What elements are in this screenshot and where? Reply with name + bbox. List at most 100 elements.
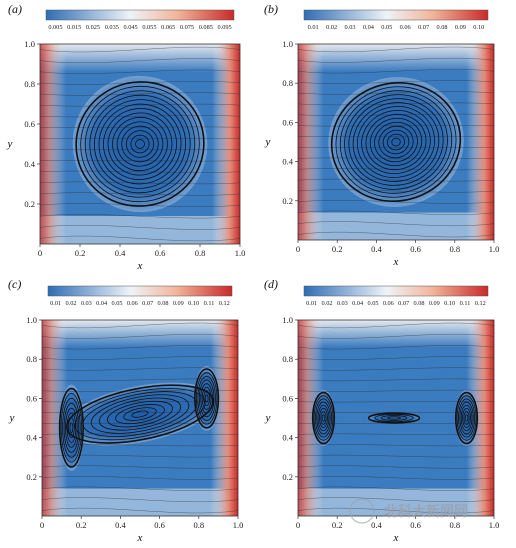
colorbar-tick-label: 0.12 [475, 300, 486, 307]
x-tick-label: 0.8 [449, 520, 460, 530]
vortex-streamline [348, 98, 444, 186]
heatmap-bottom-band [298, 488, 494, 516]
panel-label: (b) [264, 2, 278, 16]
heatmap-bottom-band [40, 216, 240, 244]
x-axis-label: x [393, 532, 399, 544]
vortex-streamline [374, 121, 418, 163]
colorbar-tick-label: 0.06 [400, 24, 411, 31]
colorbar-tick-label: 0.03 [337, 300, 348, 307]
y-axis-label: y [9, 412, 15, 424]
streamline [40, 103, 240, 107]
x-tick-label: 1.0 [233, 520, 244, 530]
panel-c: (c) 0.01 0.02 0.03 0.04 0.05 0.06 0.07 0.08 0.09 0… [8, 277, 243, 544]
colorbar-tick-label: 0.03 [344, 24, 355, 31]
heatmap-top-band [298, 320, 494, 348]
vortex-core [72, 75, 208, 213]
y-tick-label: 1.0 [24, 39, 35, 49]
streamline [42, 333, 238, 339]
colorbar-tick-label: 0.02 [321, 300, 332, 307]
streamline [40, 214, 240, 219]
vortex-streamline [130, 134, 150, 154]
vortex-streamline [317, 404, 330, 432]
vortex-streamline [361, 110, 431, 174]
plot-frame [297, 319, 495, 517]
colorbar [303, 9, 489, 21]
vortex-streamline [369, 117, 423, 167]
streamline [42, 454, 238, 458]
y-tick-label: 1.0 [282, 315, 293, 325]
vortex-streamline [459, 401, 474, 435]
streamline [298, 476, 494, 480]
vortex-streamline [314, 398, 332, 438]
panel-a: (a) 0.005 0.015 0.025 0.035 0.045 0.055 0.065 0.… [7, 2, 246, 272]
y-axis-label: y [265, 412, 271, 424]
x-tick-label: 1.0 [489, 244, 500, 254]
x-tick-label: 0.4 [115, 520, 126, 530]
streamline [40, 160, 240, 162]
streamline [298, 465, 494, 469]
heatmap-top-band [42, 320, 238, 348]
y-tick-label: 0.8 [26, 354, 37, 364]
y-axis-label: y [7, 138, 13, 150]
vortex-streamline [387, 133, 405, 151]
vortex-streamline [321, 414, 326, 422]
vortex-streamline [382, 129, 410, 155]
vortex-streamline [131, 410, 149, 418]
streamline [298, 46, 494, 53]
y-tick-label: 0.8 [282, 78, 293, 88]
x-tick-label: 0.2 [76, 520, 87, 530]
vortex-streamline [463, 411, 470, 425]
x-tick-label: 1.0 [235, 248, 246, 258]
streamline [298, 157, 494, 159]
vortex-streamline [330, 82, 462, 202]
vortex-streamline [121, 125, 159, 163]
heatmap-right-band [212, 44, 240, 244]
streamline [298, 497, 494, 503]
colorbar-tick-label: 0.07 [142, 300, 153, 307]
vortex-streamline [464, 414, 469, 422]
x-tick-label: 0 [296, 520, 300, 530]
streamline [42, 465, 238, 469]
vortex-streamline [58, 387, 84, 468]
vortex-streamline [344, 94, 448, 190]
vortex-streamline [84, 90, 196, 198]
x-axis-label: x [137, 532, 143, 544]
streamline [42, 507, 238, 514]
streamline [298, 221, 494, 227]
streamline [298, 168, 494, 171]
colorbar-tick-label: 0.08 [157, 300, 168, 307]
streamline [298, 57, 494, 63]
colorbar-tick-label: 0.005 [48, 24, 62, 31]
heatmap-field [40, 44, 240, 244]
streamline [298, 367, 494, 371]
y-tick-label: 0.6 [24, 119, 35, 129]
vortex-streamline [107, 112, 173, 176]
streamline [42, 486, 238, 491]
colorbar-tick-label: 0.03 [81, 300, 92, 307]
vortex-streamline [456, 395, 477, 441]
colorbar-tick-label: 0.01 [50, 300, 61, 307]
colorbar-tick-label: 0.08 [436, 24, 447, 31]
vortex-streamline [74, 388, 206, 441]
x-tick-label: 0.2 [332, 520, 343, 530]
plot-frame [39, 43, 241, 245]
x-axis-label: x [137, 260, 143, 272]
vortex-streamline [135, 139, 145, 149]
colorbar-tick-label: 0.09 [455, 24, 466, 31]
colorbar-tick-label: 0.045 [124, 24, 138, 31]
streamline [298, 507, 494, 514]
vortex-streamline [98, 397, 182, 431]
streamline [40, 58, 240, 64]
y-tick-label: 0.2 [24, 199, 35, 209]
vortex-streamline [462, 408, 472, 428]
streamline [40, 203, 240, 207]
x-tick-label: 0.4 [371, 520, 382, 530]
vortex-streamline [198, 379, 215, 418]
vortex-streamline [89, 94, 191, 194]
y-tick-label: 0.6 [26, 393, 37, 403]
streamline [298, 102, 494, 106]
streamline [298, 433, 494, 435]
vortex-streamline [352, 102, 440, 182]
streamline [40, 170, 240, 173]
vortex-streamline [378, 125, 414, 159]
